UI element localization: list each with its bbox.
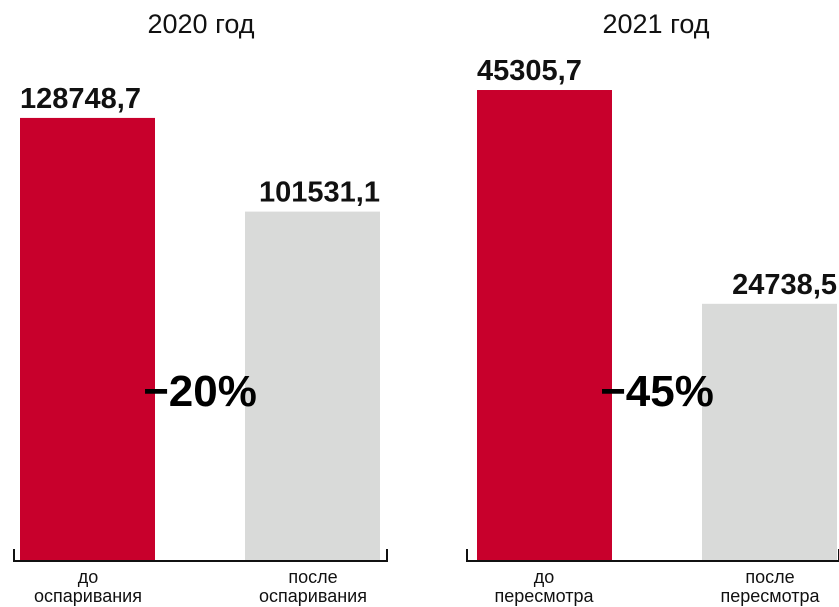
bar-before xyxy=(20,117,155,562)
category-label: до оспаривания xyxy=(34,567,142,606)
x-axis-line xyxy=(13,549,388,562)
bar-after xyxy=(245,211,380,562)
category-label-line: до xyxy=(78,567,99,587)
category-label-line: пересмотра xyxy=(494,586,594,606)
category-label-line: после xyxy=(745,567,794,587)
category-label-line: пересмотра xyxy=(720,586,820,606)
category-label: после пересмотра xyxy=(720,567,820,606)
chart-title: 2021 год xyxy=(603,9,710,39)
data-label: 24738,5 xyxy=(732,269,837,301)
category-label: после оспаривания xyxy=(259,567,367,606)
data-label: 45305,7 xyxy=(477,55,582,87)
change-label: −20% xyxy=(143,367,257,416)
category-label-line: до xyxy=(534,567,555,587)
data-label: 128748,7 xyxy=(20,83,141,115)
x-axis-line xyxy=(466,549,839,562)
data-label: 101531,1 xyxy=(259,177,380,209)
category-label-line: оспаривания xyxy=(259,586,367,606)
category-label-line: после xyxy=(288,567,337,587)
bar-before xyxy=(477,90,612,561)
bar-after xyxy=(702,303,837,561)
category-label: до пересмотра xyxy=(494,567,594,606)
category-label-line: оспаривания xyxy=(34,586,142,606)
chart-title: 2020 год xyxy=(148,9,255,39)
change-label: −45% xyxy=(600,367,714,416)
